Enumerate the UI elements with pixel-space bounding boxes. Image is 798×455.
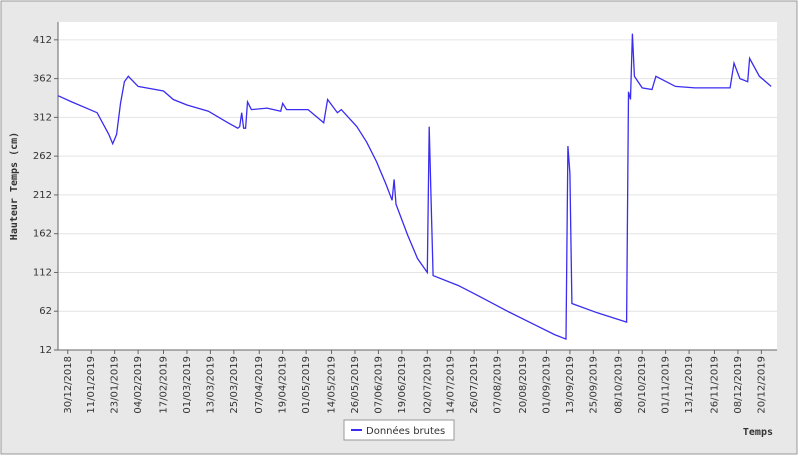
legend-label: Données brutes bbox=[366, 425, 445, 437]
x-axis-title: Temps bbox=[743, 427, 773, 438]
y-tick-label: 62 bbox=[39, 306, 52, 317]
x-tick-label: 14/07/2019 bbox=[446, 356, 457, 414]
x-tick-label: 01/03/2019 bbox=[182, 356, 193, 414]
x-tick-label: 17/02/2019 bbox=[159, 356, 170, 414]
y-axis-title: Hauteur Temps (cm) bbox=[9, 132, 20, 240]
x-tick-label: 02/07/2019 bbox=[422, 356, 433, 414]
x-tick-label: 25/09/2019 bbox=[588, 356, 599, 414]
x-tick-label: 07/04/2019 bbox=[254, 356, 265, 414]
x-tick-label: 08/10/2019 bbox=[614, 356, 625, 414]
x-tick-label: 08/12/2019 bbox=[733, 356, 744, 414]
y-tick-label: 212 bbox=[33, 190, 52, 201]
x-tick-label: 19/06/2019 bbox=[397, 356, 408, 414]
x-tick-label: 26/05/2019 bbox=[350, 356, 361, 414]
x-tick-label: 30/12/2018 bbox=[63, 356, 74, 414]
y-tick-label: 162 bbox=[33, 229, 52, 240]
x-tick-label: 01/05/2019 bbox=[301, 356, 312, 414]
y-tick-label: 312 bbox=[33, 112, 52, 123]
y-tick-label: 112 bbox=[33, 267, 52, 278]
x-tick-label: 23/01/2019 bbox=[110, 356, 121, 414]
x-tick-label: 13/03/2019 bbox=[205, 356, 216, 414]
x-tick-label: 26/11/2019 bbox=[709, 356, 720, 414]
y-tick-label: 362 bbox=[33, 74, 52, 85]
x-tick-label: 01/09/2019 bbox=[541, 356, 552, 414]
x-tick-label: 07/08/2019 bbox=[493, 356, 504, 414]
x-tick-label: 26/07/2019 bbox=[469, 356, 480, 414]
x-tick-label: 13/09/2019 bbox=[565, 356, 576, 414]
x-tick-label: 20/08/2019 bbox=[518, 356, 529, 414]
data-line bbox=[57, 33, 772, 341]
x-tick-label: 11/01/2019 bbox=[86, 356, 97, 414]
plot-area bbox=[58, 22, 777, 350]
y-tick-label: 262 bbox=[33, 151, 52, 162]
x-tick-label: 07/06/2019 bbox=[373, 356, 384, 414]
x-tick-label: 25/03/2019 bbox=[229, 356, 240, 414]
x-tick-label: 20/12/2019 bbox=[756, 356, 767, 414]
x-tick-label: 13/11/2019 bbox=[684, 356, 695, 414]
y-tick-label: 12 bbox=[39, 345, 52, 356]
y-tick-label: 412 bbox=[33, 35, 52, 46]
x-tick-label: 04/02/2019 bbox=[133, 356, 144, 414]
x-tick-label: 19/04/2019 bbox=[278, 356, 289, 414]
x-tick-label: 14/05/2019 bbox=[327, 356, 338, 414]
x-tick-label: 20/10/2019 bbox=[637, 356, 648, 414]
x-tick-label: 01/11/2019 bbox=[661, 356, 672, 414]
legend bbox=[343, 419, 455, 441]
